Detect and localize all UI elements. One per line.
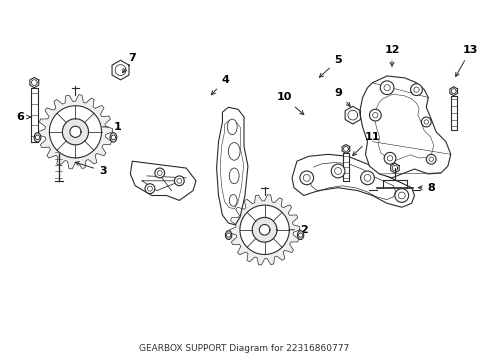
Text: 6: 6 [17, 112, 30, 122]
Ellipse shape [110, 133, 117, 142]
Text: 5: 5 [319, 55, 341, 77]
Circle shape [226, 233, 230, 237]
Circle shape [298, 233, 302, 237]
Ellipse shape [297, 231, 303, 239]
Circle shape [35, 135, 40, 140]
Text: 7: 7 [122, 53, 136, 73]
Circle shape [413, 87, 418, 92]
Circle shape [383, 85, 389, 91]
Ellipse shape [229, 194, 237, 206]
Circle shape [423, 120, 427, 124]
Circle shape [155, 168, 164, 178]
Text: 8: 8 [418, 183, 434, 193]
Text: 11: 11 [352, 132, 379, 156]
Polygon shape [70, 126, 81, 138]
Circle shape [380, 81, 393, 95]
Circle shape [360, 171, 374, 185]
Circle shape [174, 176, 184, 186]
Text: 10: 10 [276, 93, 303, 114]
Text: 13: 13 [455, 45, 477, 76]
Circle shape [426, 154, 435, 164]
Text: 3: 3 [75, 162, 106, 176]
Circle shape [398, 192, 405, 199]
Polygon shape [38, 95, 112, 169]
Polygon shape [240, 205, 289, 255]
Circle shape [147, 186, 152, 191]
Circle shape [394, 189, 408, 202]
Polygon shape [345, 106, 360, 124]
Text: 4: 4 [211, 75, 229, 95]
Polygon shape [229, 195, 299, 265]
Text: 1: 1 [97, 122, 121, 132]
Circle shape [303, 175, 309, 181]
Circle shape [177, 178, 182, 183]
Text: 2: 2 [278, 225, 307, 235]
Text: GEARBOX SUPPORT Diagram for 22316860777: GEARBOX SUPPORT Diagram for 22316860777 [139, 344, 349, 353]
Ellipse shape [227, 119, 237, 135]
Polygon shape [390, 163, 398, 173]
Circle shape [145, 184, 155, 194]
Ellipse shape [228, 143, 240, 160]
Polygon shape [31, 88, 38, 141]
Ellipse shape [225, 231, 231, 239]
Polygon shape [342, 144, 349, 153]
Circle shape [410, 84, 422, 95]
Polygon shape [342, 153, 348, 181]
Polygon shape [252, 217, 276, 242]
Polygon shape [54, 131, 63, 142]
Polygon shape [112, 60, 129, 80]
Polygon shape [130, 161, 196, 201]
Polygon shape [216, 107, 247, 225]
Polygon shape [62, 119, 88, 145]
Text: 9: 9 [333, 87, 349, 106]
Circle shape [428, 157, 432, 161]
Polygon shape [450, 95, 456, 130]
Text: 12: 12 [384, 45, 399, 66]
Circle shape [363, 175, 370, 181]
Polygon shape [49, 106, 102, 158]
Circle shape [384, 152, 395, 164]
Ellipse shape [229, 168, 239, 184]
Polygon shape [259, 225, 269, 235]
Polygon shape [30, 77, 39, 88]
Polygon shape [291, 154, 414, 207]
Circle shape [386, 156, 392, 161]
Circle shape [372, 112, 377, 118]
Ellipse shape [34, 133, 41, 142]
Polygon shape [359, 76, 450, 178]
Circle shape [111, 135, 116, 140]
Circle shape [421, 117, 430, 127]
Circle shape [330, 164, 344, 178]
Circle shape [369, 109, 381, 121]
Circle shape [334, 167, 341, 175]
Circle shape [299, 171, 313, 185]
Circle shape [157, 171, 162, 175]
Polygon shape [449, 87, 457, 95]
